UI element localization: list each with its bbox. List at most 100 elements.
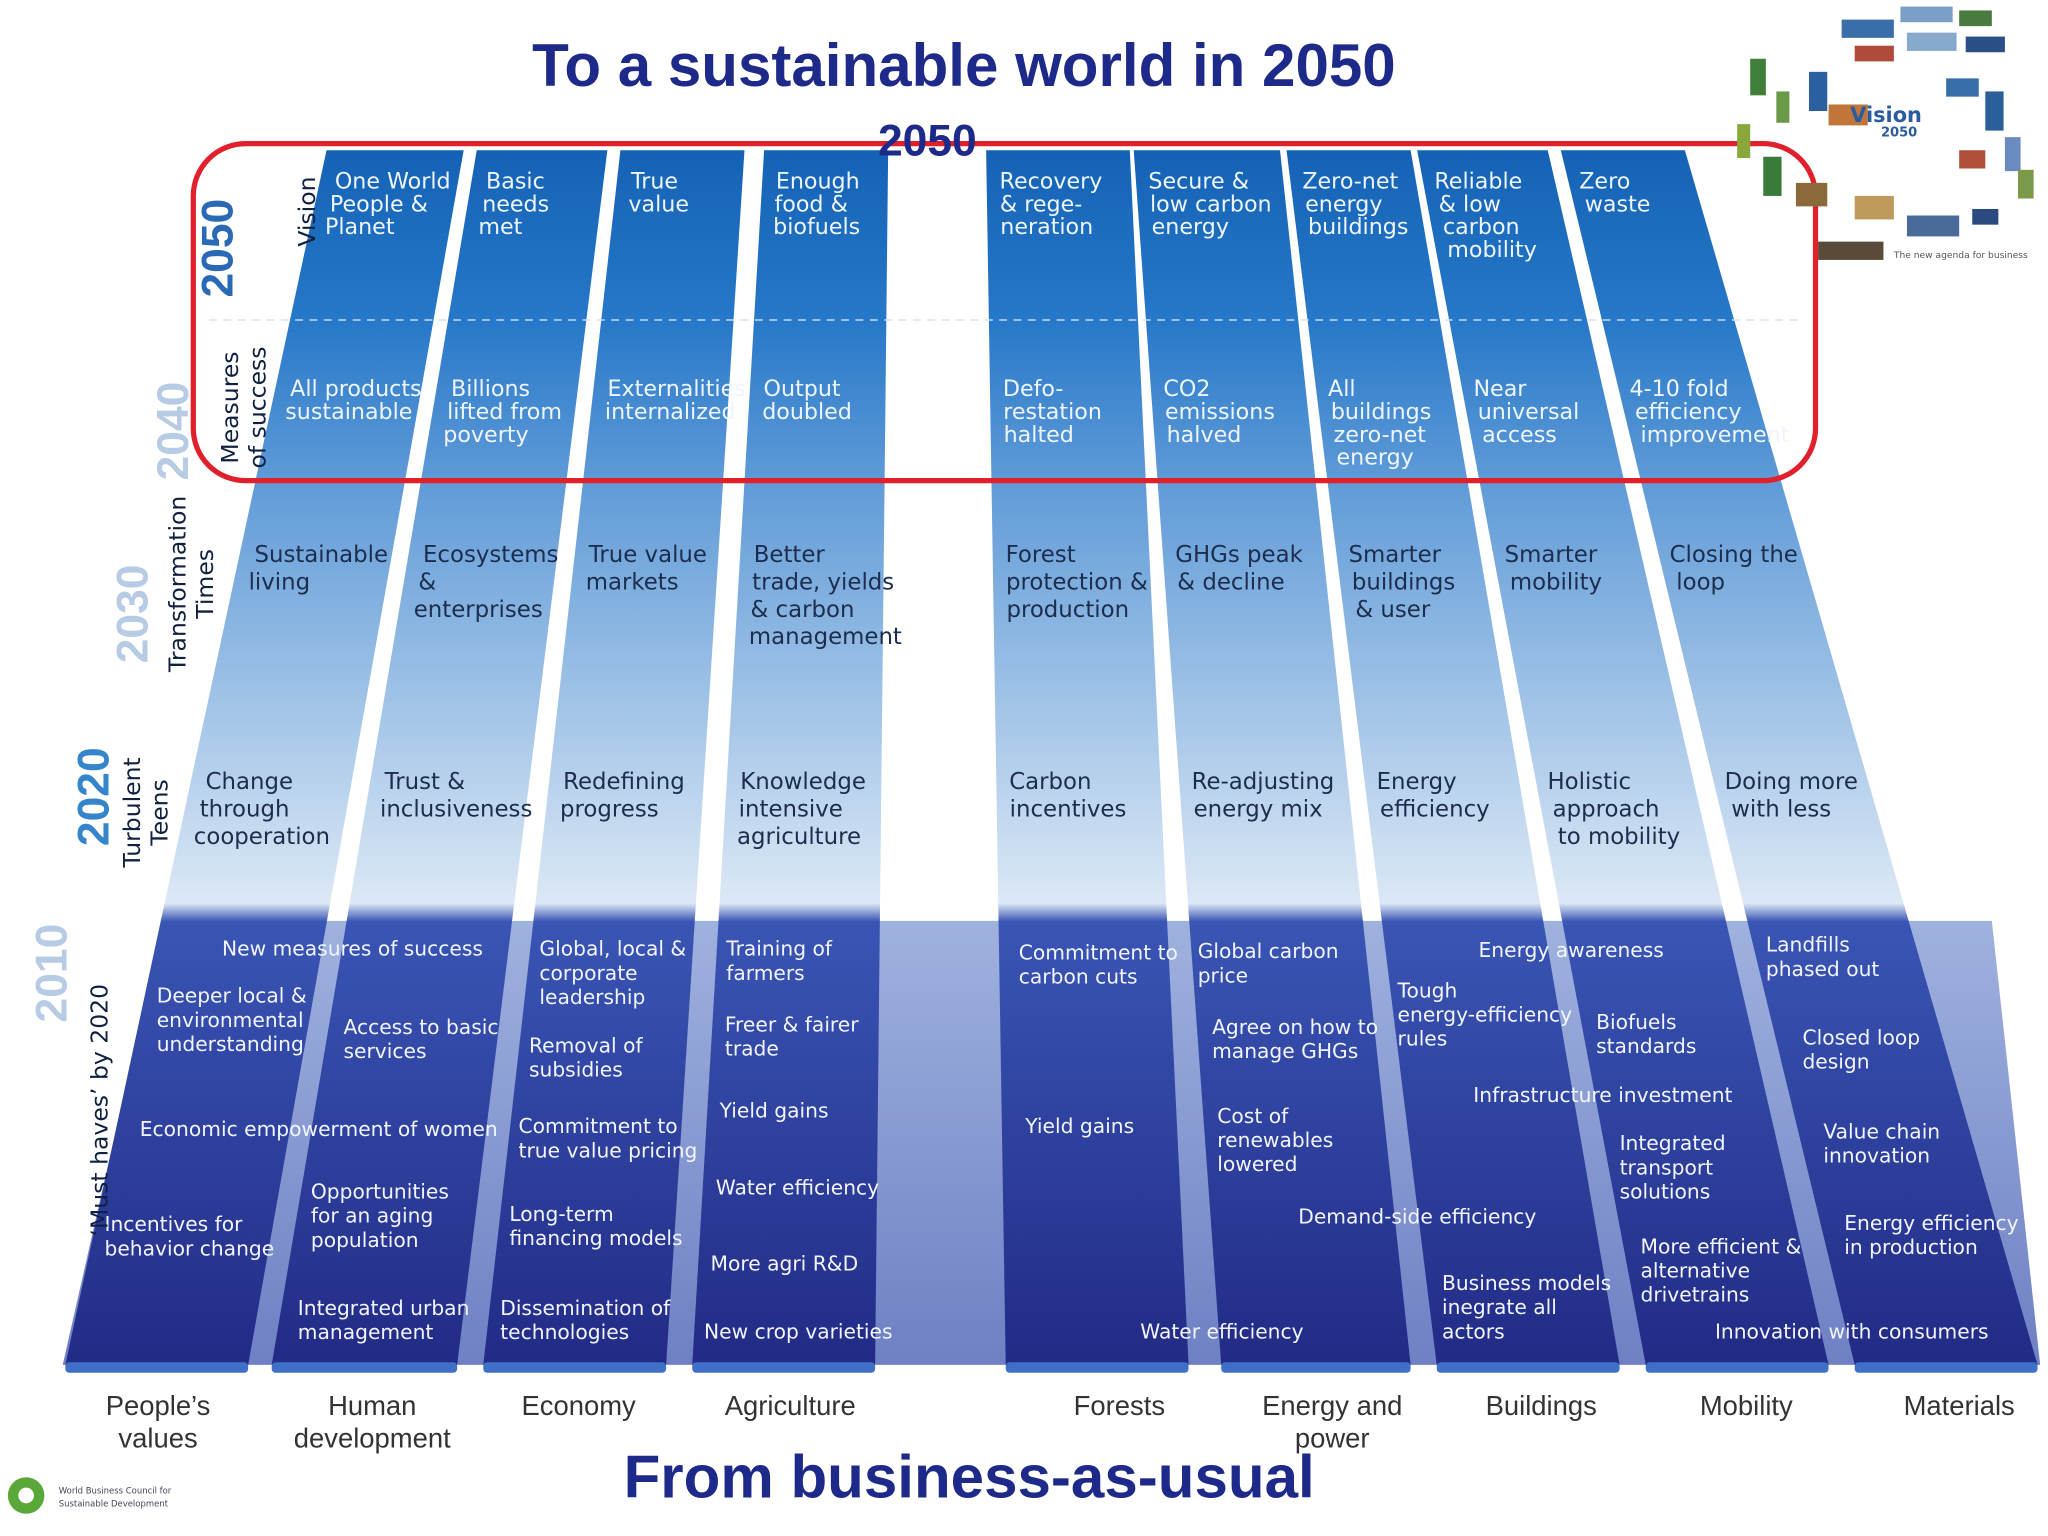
- vision-text: One World: [335, 168, 451, 194]
- teens-text: inclusiveness: [380, 797, 532, 823]
- column: [483, 150, 745, 1365]
- columns: [65, 150, 2038, 1373]
- must-have: manage GHGs: [1212, 1039, 1358, 1063]
- vision-text: energy: [1152, 214, 1229, 240]
- vision-text: & low: [1439, 191, 1501, 217]
- must-have: Demand-side efficiency: [1298, 1204, 1536, 1228]
- teens-text: energy mix: [1194, 797, 1323, 823]
- must-have: technologies: [500, 1320, 629, 1344]
- must-have: environmental: [157, 1008, 304, 1032]
- transformation-text: living: [249, 569, 311, 595]
- column-base: [271, 1362, 458, 1373]
- vision-text: Recovery: [1000, 168, 1103, 194]
- transformation-text: management: [749, 624, 902, 650]
- measure-text: internalized: [605, 399, 736, 425]
- transformation-text: Closing the: [1670, 542, 1798, 568]
- measure-text: Near: [1473, 376, 1527, 402]
- logo-tile: [1841, 19, 1894, 38]
- pathway-label: Buildings: [1486, 1390, 1597, 1421]
- vision-text: food &: [774, 191, 847, 217]
- pathway-label: Energy and: [1262, 1390, 1402, 1421]
- measure-text: halved: [1167, 422, 1242, 448]
- column-base: [483, 1362, 667, 1373]
- must-have: Energy efficiency: [1844, 1211, 2018, 1235]
- must-have: drivetrains: [1640, 1283, 1749, 1307]
- logo-tile: [1985, 91, 2004, 131]
- vision-text: carbon: [1443, 214, 1520, 240]
- measure-text: emissions: [1165, 399, 1275, 425]
- must-have: Access to basic: [344, 1015, 499, 1039]
- must-have: New crop varieties: [704, 1319, 893, 1343]
- logo-tile: [1906, 32, 1957, 51]
- measure-text: Externalities: [608, 376, 746, 402]
- transformation-text: enterprises: [414, 597, 543, 623]
- transformation-text: production: [1006, 597, 1129, 623]
- logo-tagline: The new agenda for business: [1893, 251, 2028, 261]
- logo-tile: [1959, 10, 1992, 27]
- council-logo: [7, 1477, 45, 1514]
- teens-text: Trust &: [384, 769, 466, 795]
- teens-text: agriculture: [737, 824, 861, 850]
- column: [1417, 150, 1829, 1365]
- measure-text: CO2: [1163, 376, 1210, 402]
- must-have: true value pricing: [519, 1138, 698, 1162]
- pathway-label: Agriculture: [725, 1390, 856, 1421]
- title: To a sustainable world in 2050: [532, 32, 1396, 99]
- pathway-label: values: [118, 1423, 197, 1454]
- teens-text: through: [200, 797, 290, 823]
- transformation-text: markets: [586, 569, 679, 595]
- row-label: of success: [243, 346, 271, 468]
- vision-text: People &: [330, 191, 428, 217]
- column: [1133, 150, 1411, 1365]
- must-have: Yield gains: [1024, 1114, 1134, 1138]
- pathway-label: People’s: [106, 1390, 211, 1421]
- must-have: Water efficiency: [716, 1176, 879, 1200]
- must-have: Freer & fairer: [725, 1012, 859, 1036]
- measure-text: Output: [764, 376, 841, 402]
- measure-text: zero-net: [1334, 422, 1427, 448]
- must-have: Value chain: [1823, 1119, 1940, 1143]
- logo-tile: [1763, 156, 1782, 196]
- vision-text: Enough: [776, 168, 860, 194]
- must-have: subsidies: [529, 1057, 623, 1081]
- column-base: [692, 1362, 876, 1373]
- must-have: solutions: [1620, 1180, 1711, 1204]
- transformation-text: protection &: [1006, 569, 1148, 595]
- teens-text: Carbon: [1009, 769, 1091, 795]
- must-have: carbon cuts: [1019, 965, 1138, 989]
- measure-text: buildings: [1331, 399, 1431, 425]
- vision-text: mobility: [1447, 237, 1537, 263]
- footer-title: From business-as-usual: [624, 1444, 1315, 1511]
- must-have: Training of: [725, 937, 833, 961]
- transformation-text: mobility: [1510, 569, 1602, 595]
- vision-text: True: [630, 168, 678, 194]
- logo-tile: [1972, 208, 1999, 225]
- pathway-label: development: [294, 1423, 451, 1454]
- column-base: [1645, 1362, 1829, 1373]
- transformation-text: & user: [1355, 597, 1431, 623]
- vision-text: waste: [1585, 191, 1651, 217]
- row-label: Times: [191, 549, 219, 620]
- teens-text: incentives: [1010, 797, 1127, 823]
- must-have: Opportunities: [311, 1180, 449, 1204]
- must-have: Tough: [1397, 978, 1458, 1002]
- must-have: Global carbon: [1198, 939, 1339, 963]
- pathway-label: Mobility: [1700, 1390, 1793, 1421]
- measure-text: access: [1482, 422, 1557, 448]
- transformation-text: Better: [754, 542, 826, 568]
- subtitle: 2050: [878, 117, 977, 166]
- column-base: [1436, 1362, 1620, 1373]
- measure-text: energy: [1336, 445, 1413, 471]
- must-have: leadership: [539, 985, 645, 1009]
- transformation-text: Ecosystems: [423, 542, 558, 568]
- must-have: Long-term: [509, 1202, 613, 1226]
- measure-text: 4-10 fold: [1629, 376, 1728, 402]
- council-icon-center: [18, 1487, 34, 1504]
- vision-text: Reliable: [1434, 168, 1522, 194]
- must-have: Cost of: [1217, 1104, 1289, 1128]
- measure-text: doubled: [762, 399, 852, 425]
- measure-text: All: [1328, 376, 1356, 402]
- must-have: Innovation with consumers: [1715, 1319, 1989, 1343]
